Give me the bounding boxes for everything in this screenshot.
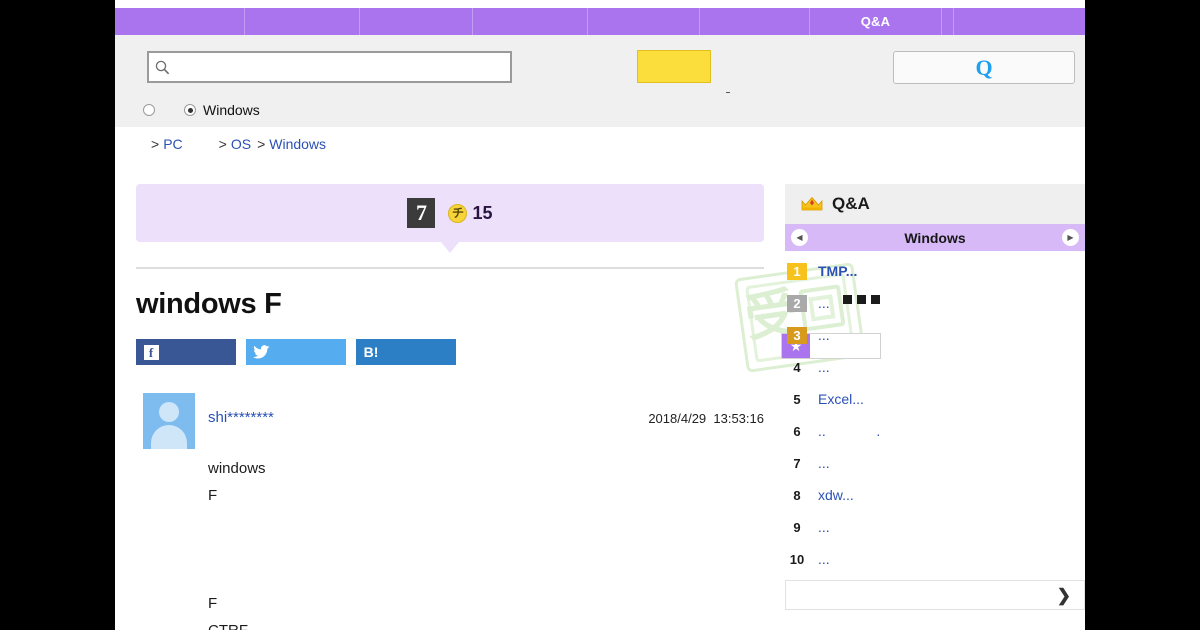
- rank-number: 10: [789, 551, 805, 567]
- list-item[interactable]: 5 Excel...: [785, 383, 1085, 415]
- nav-tab-6[interactable]: [700, 8, 810, 35]
- list-item[interactable]: 7 ...: [785, 447, 1085, 479]
- chevron-left-icon[interactable]: ◀: [791, 229, 808, 246]
- sidebar-header: Q&A: [785, 184, 1085, 224]
- breadcrumb-sep-3: >: [257, 135, 266, 152]
- filter-radio-all[interactable]: [143, 104, 162, 116]
- sidebar-title: Q&A: [832, 194, 870, 213]
- nav-tab-qa[interactable]: Q&A: [810, 8, 942, 35]
- filter-radio-windows[interactable]: Windows: [184, 102, 260, 118]
- facebook-icon: f: [136, 344, 166, 360]
- post-body: windows F F CTRF: [208, 460, 266, 630]
- list-item[interactable]: 9 ...: [785, 511, 1085, 543]
- nav-tab-5[interactable]: [588, 8, 700, 35]
- list-item[interactable]: 3 ...: [785, 319, 1085, 351]
- rank-number: 1: [787, 262, 807, 280]
- radio-dot-off-icon: [143, 104, 155, 116]
- rank-link[interactable]: .. .: [818, 423, 881, 439]
- more-dots-icon[interactable]: [843, 295, 880, 304]
- global-nav: Q&A: [115, 8, 1085, 35]
- rank-number: 7: [793, 455, 801, 471]
- crown-icon: [801, 196, 823, 213]
- twitter-icon: [246, 345, 276, 359]
- list-item[interactable]: 10 ...: [785, 543, 1085, 575]
- avatar: [143, 393, 195, 449]
- rank-number: 5: [793, 391, 801, 407]
- q-button[interactable]: Q: [893, 51, 1075, 84]
- list-item[interactable]: 4 ...: [785, 351, 1085, 383]
- breadcrumb-item-windows[interactable]: Windows: [269, 135, 327, 152]
- sidebar: Q&A ◀ Windows ▶ 1 TMP... 2 ...: [785, 184, 1085, 610]
- nav-tab-8[interactable]: [942, 8, 954, 35]
- rank-link[interactable]: ...: [818, 295, 830, 311]
- rank-link[interactable]: ...: [818, 455, 830, 471]
- search-submit-button[interactable]: [637, 50, 711, 83]
- radio-dot-on-icon: [184, 104, 196, 116]
- search-input[interactable]: [175, 53, 510, 81]
- search-icon: [149, 53, 175, 81]
- author-row: shi******** 2018/4/29 13:53:16: [136, 393, 764, 449]
- rank-number: 6: [793, 423, 801, 439]
- rank-link[interactable]: ...: [818, 551, 830, 567]
- breadcrumb: > PC > OS > Windows: [115, 127, 1085, 160]
- nav-tab-9[interactable]: [954, 8, 1085, 35]
- list-item[interactable]: 1 TMP...: [785, 255, 1085, 287]
- share-buttons: f B!: [136, 339, 764, 365]
- rank-link[interactable]: TMP...: [818, 263, 858, 279]
- sidebar-category-bar: ◀ Windows ▶: [785, 224, 1085, 251]
- rank-number: 8: [793, 487, 801, 503]
- ranking-list: 1 TMP... 2 ... 3 ... 4 ...: [785, 251, 1085, 575]
- breadcrumb-item-pc[interactable]: PC: [163, 135, 183, 152]
- rank-number: 4: [793, 359, 801, 375]
- rank-banner: 7 チ 15: [136, 184, 764, 253]
- rank-link[interactable]: ...: [818, 519, 830, 535]
- rank-number: 2: [787, 294, 807, 312]
- share-facebook-button[interactable]: f: [136, 339, 236, 365]
- rank-link[interactable]: Excel...: [818, 391, 864, 407]
- nav-tab-1[interactable]: [115, 8, 245, 35]
- list-item[interactable]: 2 ...: [785, 287, 1085, 319]
- coin-icon: チ: [448, 203, 468, 223]
- share-twitter-button[interactable]: [246, 339, 346, 365]
- hatena-icon: B!: [363, 344, 379, 360]
- divider: [136, 267, 764, 269]
- page-frame: Q&A Q: [115, 0, 1085, 630]
- rank-link[interactable]: ...: [818, 359, 830, 375]
- breadcrumb-sep-1: >: [151, 135, 160, 152]
- chevron-right-icon[interactable]: ▶: [1062, 229, 1079, 246]
- author-name[interactable]: shi********: [208, 409, 274, 426]
- breadcrumb-item-os[interactable]: OS: [230, 135, 252, 152]
- breadcrumb-sep-2: >: [218, 135, 227, 152]
- list-item[interactable]: 6 .. .: [785, 415, 1085, 447]
- chevron-right-icon: ❯: [1056, 585, 1071, 605]
- rank-number: 3: [787, 326, 807, 344]
- sidebar-category-label: Windows: [904, 229, 966, 246]
- search-bar: Q: [115, 35, 1085, 106]
- coin-count: 15: [472, 202, 493, 223]
- filter-radio-row: Windows: [115, 93, 1085, 127]
- nav-tab-3[interactable]: [360, 8, 473, 35]
- nav-tab-4[interactable]: [473, 8, 588, 35]
- share-hatena-button[interactable]: B!: [356, 339, 456, 365]
- post-timestamp: 2018/4/29 13:53:16: [648, 411, 764, 426]
- rank-badge: 7: [407, 198, 436, 228]
- nav-tab-qa-label: Q&A: [860, 14, 891, 29]
- q-button-label: Q: [975, 54, 993, 80]
- sidebar-more-button[interactable]: ❯: [785, 580, 1085, 610]
- list-item[interactable]: 8 xdw...: [785, 479, 1085, 511]
- nav-tab-2[interactable]: [245, 8, 360, 35]
- filter-radio-windows-label: Windows: [203, 102, 260, 118]
- search-field-wrap[interactable]: [147, 51, 512, 83]
- main-content: 7 チ 15 windows F f: [115, 160, 1085, 630]
- rank-number: 9: [793, 519, 801, 535]
- favorite-button[interactable]: ★: [781, 333, 881, 359]
- rank-link[interactable]: xdw...: [818, 487, 854, 503]
- article-column: 7 チ 15 windows F f: [136, 184, 764, 630]
- page-title: windows F: [136, 288, 282, 320]
- rank-link[interactable]: ...: [818, 327, 830, 343]
